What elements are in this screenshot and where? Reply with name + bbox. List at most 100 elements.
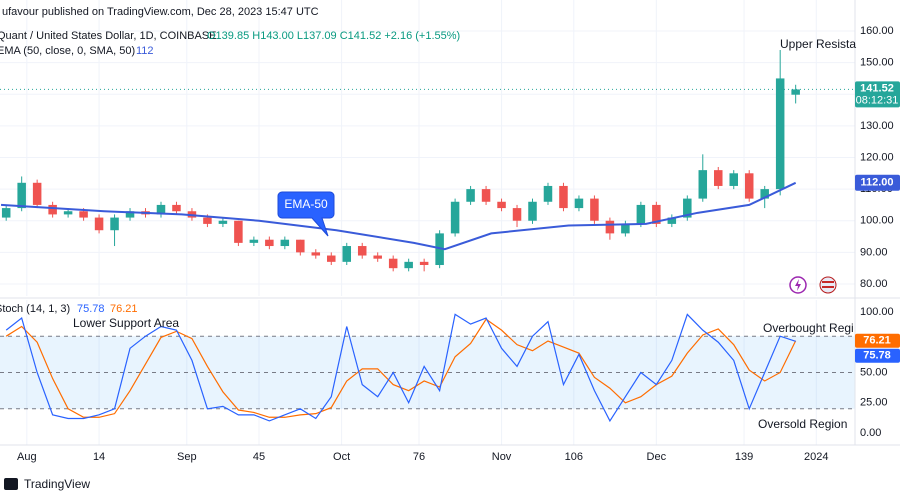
candle-body	[327, 255, 336, 262]
x-tick-label: Aug	[17, 451, 37, 463]
candle-body	[497, 201, 506, 209]
candle-body	[528, 201, 537, 221]
candle-body	[760, 189, 769, 199]
candle-body	[17, 182, 26, 209]
ema-price-label: 112.00	[860, 177, 893, 189]
oversold-label: Oversold Region	[758, 417, 847, 431]
countdown-label: 08:12:31	[856, 94, 899, 106]
candle-body	[32, 182, 42, 205]
candle-body	[388, 258, 398, 269]
ema-price-box	[855, 174, 900, 191]
stoch-tick-label: 0.00	[860, 427, 881, 439]
y-tick-label: 100.00	[860, 215, 894, 227]
y-tick-label: 90.00	[860, 246, 888, 258]
last-price-label: 141.52	[860, 82, 894, 94]
x-tick-label: Dec	[647, 451, 667, 463]
x-tick-label: 76	[413, 451, 425, 463]
footer-brand: TradingView	[24, 477, 90, 491]
candle-body	[791, 89, 800, 95]
support-label: Lower Support Area	[73, 316, 179, 330]
x-tick-label: 2024	[804, 451, 828, 463]
candle-body	[590, 198, 599, 221]
candle-body	[714, 170, 723, 186]
ohlc: O139.85 H143.00 L137.09 C141.52 +2.16 (+…	[207, 30, 460, 42]
candle-body	[48, 204, 57, 215]
candle-body	[652, 204, 661, 224]
ema-callout-text: EMA-50	[284, 197, 328, 211]
candle-body	[218, 220, 228, 224]
stoch-tick-label: 25.00	[860, 397, 888, 409]
overbought-label: Overbought Regi	[763, 321, 854, 335]
candle-body	[110, 217, 119, 231]
ema-legend-value: 112	[136, 45, 154, 57]
stoch-d-legend: 76.21	[110, 303, 138, 315]
y-tick-label: 80.00	[860, 278, 888, 290]
last-price-box	[855, 81, 900, 108]
ema-legend: EMA (50, close, 0, SMA, 50)	[0, 45, 135, 57]
stoch-k-legend: 75.78	[77, 303, 105, 315]
candle-body	[265, 239, 274, 247]
y-tick-label: 130.00	[860, 120, 894, 132]
candle-body	[621, 223, 630, 234]
candle-body	[79, 211, 88, 218]
candle-body	[280, 239, 290, 247]
candle-body	[156, 204, 166, 215]
y-tick-label: 150.00	[860, 57, 894, 69]
ema-callout	[277, 191, 335, 237]
candle-body	[605, 220, 615, 234]
flag-icon[interactable]	[819, 276, 837, 294]
candle-body	[296, 239, 305, 253]
resistance-label: Upper Resista	[780, 37, 856, 51]
x-tick-label: 139	[735, 451, 753, 463]
candle-body	[1, 208, 11, 218]
candle-body	[481, 189, 491, 202]
candle-body	[172, 204, 181, 212]
event-icon-bolt	[795, 279, 801, 291]
candle-body	[419, 261, 429, 266]
candle-body	[559, 185, 568, 209]
symbol-title: Quant / United States Dollar, 1D, COINBA…	[0, 30, 216, 42]
x-tick-label: 14	[93, 451, 105, 463]
flag-stripe	[822, 286, 834, 288]
y-tick-label: 160.00	[860, 25, 894, 37]
x-tick-label: Sep	[177, 451, 197, 463]
candle-body	[775, 78, 785, 190]
candle-body	[94, 217, 104, 231]
candle-body	[435, 233, 444, 266]
candle-body	[234, 220, 243, 243]
candle-body	[63, 211, 73, 215]
candle-body	[125, 211, 135, 218]
candle-body	[466, 189, 475, 202]
candle-body	[249, 239, 259, 243]
stoch-tick-label: 50.00	[860, 366, 888, 378]
candle-body	[342, 246, 352, 262]
candle-body	[404, 261, 413, 269]
candle-body	[450, 201, 460, 234]
candle-body	[683, 198, 692, 218]
candle-body	[512, 208, 522, 221]
candle-body	[574, 198, 584, 209]
stoch-legend: Stoch (14, 1, 3)	[0, 303, 70, 315]
candle-body	[698, 170, 708, 199]
ema-line	[0, 181, 797, 251]
stoch-d-box	[855, 333, 900, 348]
candle-body	[729, 173, 738, 186]
candle-body	[373, 255, 382, 259]
x-tick-label: 106	[565, 451, 583, 463]
stoch-d-label: 76.21	[863, 335, 891, 347]
candle-body	[357, 246, 367, 256]
candle-body	[311, 252, 321, 256]
stoch-k-line	[5, 313, 796, 423]
publisher: ufavour published on TradingView.com, De…	[2, 6, 319, 18]
x-tick-label: 45	[253, 451, 265, 463]
stoch-tick-label: 100.00	[860, 306, 894, 318]
candle-body	[543, 185, 553, 202]
y-tick-label: 120.00	[860, 151, 894, 163]
logo-icon	[4, 478, 18, 490]
flag-stripe	[822, 281, 834, 283]
x-tick-label: Nov	[492, 451, 512, 463]
x-tick-label: Oct	[333, 451, 350, 463]
stoch-k-label: 75.78	[863, 350, 891, 362]
